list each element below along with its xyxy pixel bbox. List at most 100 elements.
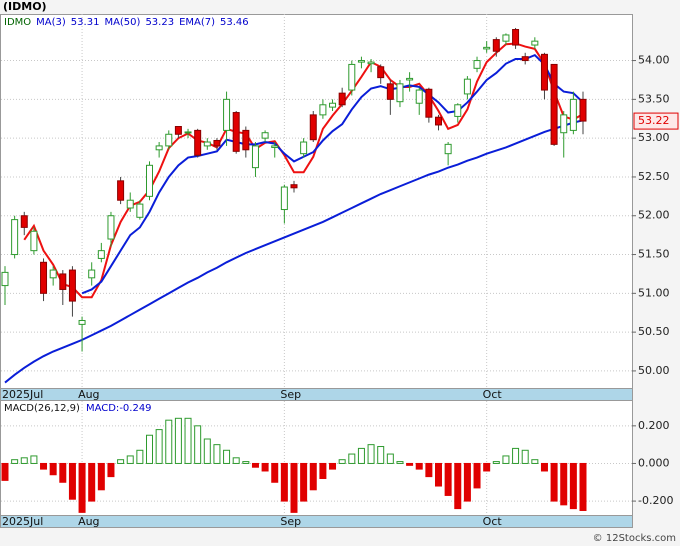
macd-bar	[521, 449, 529, 464]
macd-bar	[1, 462, 9, 481]
legend-text: 53.31	[71, 17, 100, 28]
macd-bar	[97, 462, 105, 491]
candle-body	[531, 40, 539, 46]
price-tag	[633, 112, 679, 130]
macd-bar	[155, 429, 163, 464]
macd-bar	[78, 462, 86, 513]
candle-body	[261, 132, 269, 139]
macd-bar	[512, 447, 520, 464]
y-tick-label: 51.00	[638, 286, 670, 299]
candle-body	[68, 269, 76, 302]
x-tick-label: Oct	[483, 388, 503, 401]
candle-body	[483, 46, 491, 50]
y-tick-label: 51.50	[638, 248, 670, 261]
macd-bar	[251, 462, 259, 468]
macd-bar	[165, 419, 173, 464]
macd-bar	[213, 444, 221, 464]
macd-bar	[290, 462, 298, 513]
macd-bar	[329, 462, 337, 470]
x-tick-label: Sep	[280, 515, 301, 528]
macd-bar	[454, 462, 462, 510]
macd-bar	[435, 462, 442, 487]
candle-body	[290, 184, 298, 189]
macd-bar	[531, 459, 539, 464]
y-tick-label: 50.00	[638, 364, 670, 377]
macd-bar	[203, 438, 211, 464]
legend-text: MA(50)	[104, 17, 140, 28]
candle-body	[174, 126, 182, 135]
legend-text: EMA(7)	[179, 17, 215, 28]
macd-bar	[146, 434, 153, 464]
candle-body	[165, 133, 173, 147]
candle-body	[1, 271, 9, 287]
legend-text: MACD(26,12,9)	[4, 403, 80, 414]
candle-body	[550, 63, 558, 145]
candle-body	[579, 98, 587, 122]
candle-body	[386, 83, 394, 100]
candle-body	[242, 129, 250, 151]
macd-bar	[184, 417, 192, 464]
macd-bar	[579, 462, 587, 511]
candle-body	[454, 104, 462, 117]
x-tick-label: 2025Jul	[2, 388, 43, 401]
macd-bar	[377, 446, 385, 464]
x-tick-label: Aug	[78, 515, 99, 528]
candle-body	[194, 129, 202, 156]
candle-body	[406, 77, 414, 81]
candle-body	[155, 145, 163, 151]
y-tick-label: 0.200	[638, 419, 670, 432]
candle-body	[512, 29, 520, 46]
candle-body	[560, 114, 568, 134]
legend-text: MA(3)	[36, 17, 66, 28]
macd-bar	[425, 462, 433, 478]
macd-bar	[126, 455, 134, 464]
candle-body	[88, 269, 96, 279]
y-tick-label: -0.200	[638, 494, 673, 507]
legend-text: MACD:	[86, 403, 119, 414]
candle-body	[415, 89, 423, 104]
legend-text: 53.23	[145, 17, 174, 28]
candle-body	[146, 164, 153, 197]
candle-body	[40, 261, 48, 294]
macd-bar	[569, 462, 577, 510]
macd-bar	[502, 455, 510, 464]
chart-title: (IDMO)	[3, 0, 47, 13]
candle-body	[348, 63, 356, 91]
candle-body	[492, 39, 500, 52]
x-tick-label: Oct	[483, 515, 503, 528]
watermark: © 12Stocks.com	[593, 533, 676, 544]
macd-bar	[492, 461, 500, 464]
macd-bar	[40, 462, 48, 470]
candle-body	[473, 60, 481, 69]
macd-bar	[396, 461, 404, 464]
macd-bar	[49, 462, 57, 476]
candle-body	[59, 273, 67, 290]
macd-bar	[11, 459, 19, 464]
y-tick-label: 53.00	[638, 131, 670, 144]
macd-bar	[261, 462, 269, 472]
candle-body	[184, 131, 192, 134]
candle-body	[357, 60, 365, 63]
macd-bar	[309, 462, 317, 491]
macd-bar	[357, 447, 365, 464]
macd-bar	[560, 462, 568, 506]
y-tick-label: 50.50	[638, 325, 670, 338]
candle-body	[251, 145, 259, 169]
x-tick-label: Aug	[78, 388, 99, 401]
date-strip	[0, 515, 633, 528]
candle-body	[569, 98, 577, 131]
candle-body	[396, 83, 404, 103]
candle-body	[117, 180, 125, 201]
line-series	[81, 53, 584, 295]
macd-bar	[136, 449, 144, 464]
macd-panel	[0, 400, 633, 516]
candle-body	[213, 139, 221, 147]
legend-text: IDMO	[4, 17, 31, 28]
macd-bar	[271, 462, 279, 483]
macd-bar	[68, 462, 76, 500]
candle-body	[309, 114, 317, 141]
candle-body	[78, 319, 86, 325]
macd-bar	[367, 444, 375, 464]
macd-bar	[483, 462, 491, 472]
